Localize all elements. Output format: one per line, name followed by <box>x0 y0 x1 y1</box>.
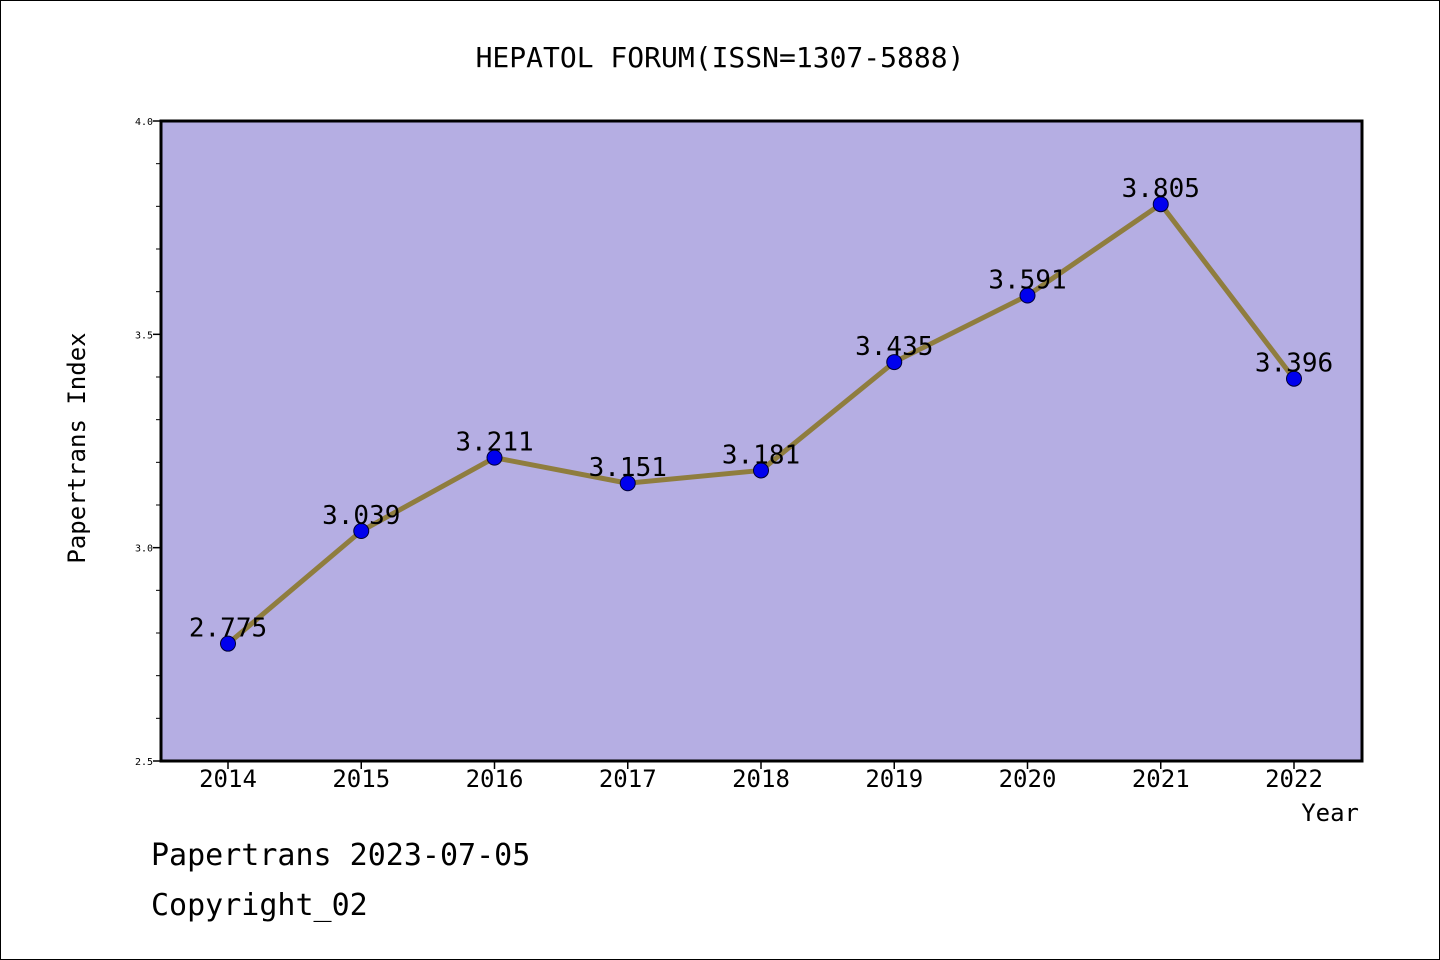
x-tick-label: 2016 <box>466 765 524 793</box>
data-point <box>1019 287 1036 304</box>
x-tick-label: 2017 <box>599 765 657 793</box>
chart-title: HEPATOL FORUM(ISSN=1307-5888) <box>476 41 965 74</box>
y-tick-label: 4.0 <box>135 117 153 128</box>
x-tick-label: 2022 <box>1265 765 1323 793</box>
x-axis-title: Year <box>1301 799 1359 827</box>
data-point <box>1286 370 1302 387</box>
x-tick-label: 2015 <box>332 765 390 793</box>
data-point <box>753 462 769 479</box>
data-label: 3.805 <box>1122 174 1200 204</box>
x-axis-ticks: 2014 2015 2016 2017 2018 2019 2020 2021 2022 <box>199 761 1323 793</box>
plot-area <box>161 121 1362 761</box>
data-point <box>1152 196 1169 213</box>
footer-copyright: Copyright_02 <box>151 888 368 923</box>
x-tick-label: 2020 <box>999 765 1057 793</box>
data-label: 3.435 <box>855 332 933 362</box>
data-label: 3.211 <box>455 428 533 458</box>
data-label: 2.775 <box>189 614 267 644</box>
plot-border <box>159 119 1364 763</box>
data-point <box>886 354 903 371</box>
y-axis-title: Papertrans Index <box>63 332 91 563</box>
y-tick-label: 2.5 <box>135 757 153 768</box>
x-tick-label: 2021 <box>1132 765 1190 793</box>
data-label: 3.396 <box>1255 349 1333 379</box>
y-tick-label: 3.0 <box>135 544 153 555</box>
data-point <box>220 635 236 652</box>
y-tick-label: 3.5 <box>135 330 153 341</box>
x-tick-label: 2014 <box>199 765 257 793</box>
footer-date: Papertrans 2023-07-05 <box>151 838 530 873</box>
data-point <box>619 475 636 492</box>
data-markers <box>220 196 1302 652</box>
data-labels: 2.775 3.039 3.211 3.151 3.181 3.435 3.591 3.805… <box>189 174 1333 643</box>
data-label: 3.591 <box>988 266 1066 296</box>
y-axis-ticks: 2.5 3.0 3.5 4.0 <box>135 117 161 768</box>
x-tick-label: 2018 <box>732 765 790 793</box>
data-label: 3.039 <box>322 501 400 531</box>
data-point <box>486 449 503 466</box>
data-label: 3.181 <box>722 440 800 470</box>
data-label: 3.151 <box>589 453 667 483</box>
x-tick-label: 2019 <box>865 765 923 793</box>
data-point <box>353 523 370 540</box>
